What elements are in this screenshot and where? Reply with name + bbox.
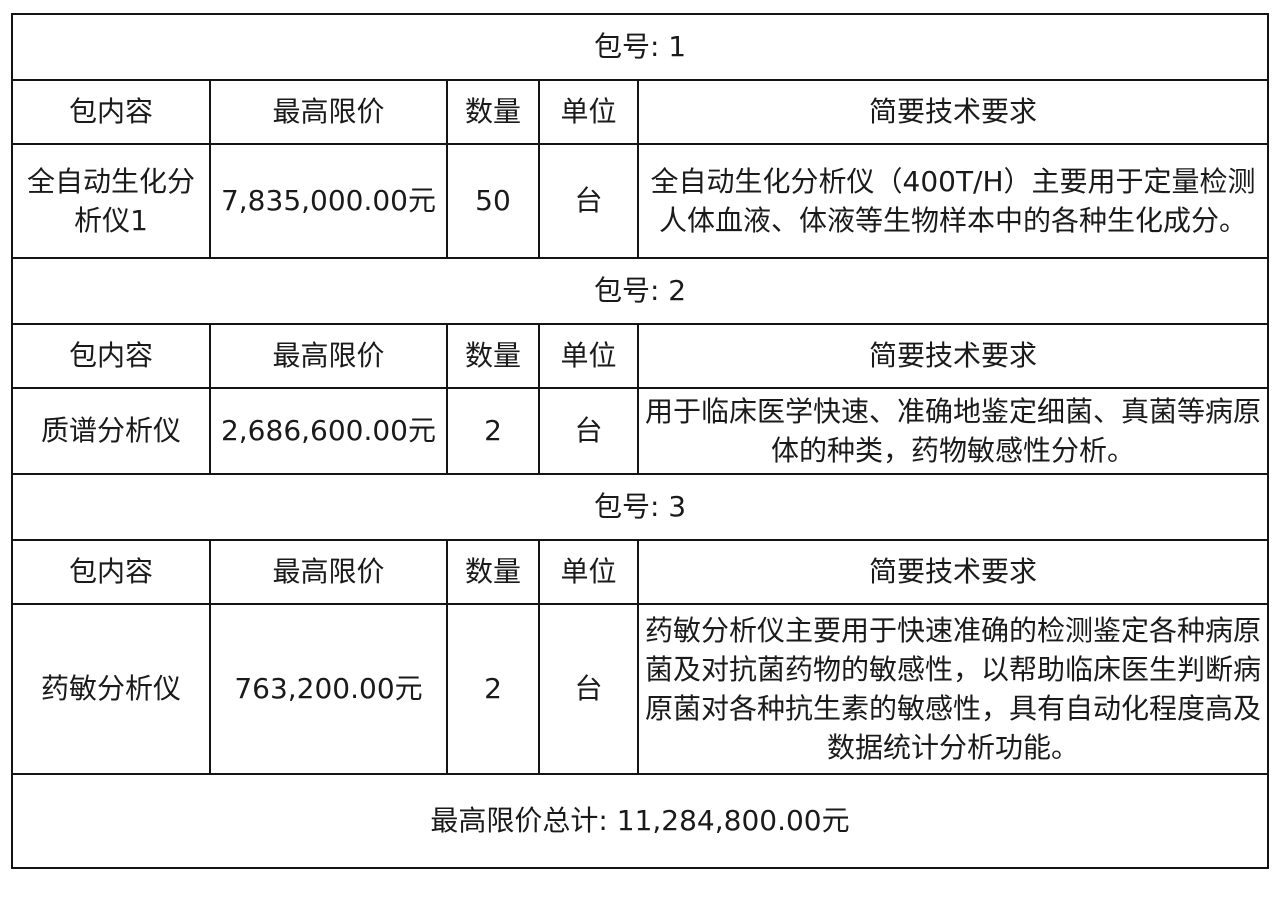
package-2-data-row: 质谱分析仪 2,686,600.00元 2 台 用于临床医学快速、准确地鉴定细菌… [11, 387, 1270, 475]
header-package-content: 包内容 [11, 539, 211, 605]
header-unit: 单位 [538, 539, 639, 605]
header-max-price: 最高限价 [209, 539, 448, 605]
package-3-data-row: 药敏分析仪 763,200.00元 2 台 药敏分析仪主要用于快速准确的检测鉴定… [11, 603, 1270, 775]
header-package-content: 包内容 [11, 79, 211, 145]
package-3-price-cell: 763,200.00元 [209, 603, 448, 775]
package-1-header-row: 包内容 最高限价 数量 单位 简要技术要求 [11, 79, 1270, 145]
package-1-quantity-cell: 50 [446, 143, 540, 259]
package-3-content-cell: 药敏分析仪 [11, 603, 211, 775]
package-3-number-label: 包号: 3 [10, 473, 1270, 541]
package-3-quantity-cell: 2 [446, 603, 540, 775]
package-2-quantity-cell: 2 [446, 387, 540, 475]
header-tech-requirements: 简要技术要求 [636, 539, 1270, 605]
package-2-band-row: 包号: 2 [10, 257, 1270, 325]
header-package-content: 包内容 [11, 323, 211, 389]
package-2-content-cell: 质谱分析仪 [11, 387, 211, 475]
total-price-cell: 最高限价总计: 11,284,800.00元 [10, 773, 1270, 869]
package-2-tech-cell: 用于临床医学快速、准确地鉴定细菌、真菌等病原体的种类，药物敏感性分析。 [636, 387, 1270, 475]
package-2-header-row: 包内容 最高限价 数量 单位 简要技术要求 [11, 323, 1270, 389]
package-2-unit-cell: 台 [538, 387, 639, 475]
package-1-unit-cell: 台 [538, 143, 639, 259]
total-price-label: 最高限价总计: [430, 804, 617, 838]
package-1-content-cell: 全自动生化分析仪1 [11, 143, 211, 259]
header-max-price: 最高限价 [209, 323, 448, 389]
total-row: 最高限价总计: 11,284,800.00元 [10, 773, 1270, 869]
package-1-data-row: 全自动生化分析仪1 7,835,000.00元 50 台 全自动生化分析仪（40… [11, 143, 1270, 259]
header-quantity: 数量 [446, 79, 540, 145]
package-3-band-row: 包号: 3 [10, 473, 1270, 541]
header-tech-requirements: 简要技术要求 [636, 79, 1270, 145]
header-quantity: 数量 [446, 539, 540, 605]
package-3-unit-cell: 台 [538, 603, 639, 775]
package-1-tech-cell: 全自动生化分析仪（400T/H）主要用于定量检测人体血液、体液等生物样本中的各种… [636, 143, 1270, 259]
package-3-tech-cell: 药敏分析仪主要用于快速准确的检测鉴定各种病原菌及对抗菌药物的敏感性，以帮助临床医… [636, 603, 1270, 775]
package-2-number-label: 包号: 2 [10, 257, 1270, 325]
package-1-number-label: 包号: 1 [10, 13, 1270, 81]
header-tech-requirements: 简要技术要求 [636, 323, 1270, 389]
header-unit: 单位 [538, 79, 639, 145]
package-1-band-row: 包号: 1 [10, 13, 1270, 81]
procurement-packages-table: 包号: 1 包内容 最高限价 数量 单位 简要技术要求 全自动生化分析仪1 7,… [10, 13, 1270, 869]
total-price-value: 11,284,800.00元 [616, 804, 850, 838]
header-unit: 单位 [538, 323, 639, 389]
header-quantity: 数量 [446, 323, 540, 389]
package-2-price-cell: 2,686,600.00元 [209, 387, 448, 475]
header-max-price: 最高限价 [209, 79, 448, 145]
package-3-header-row: 包内容 最高限价 数量 单位 简要技术要求 [11, 539, 1270, 605]
package-1-price-cell: 7,835,000.00元 [209, 143, 448, 259]
